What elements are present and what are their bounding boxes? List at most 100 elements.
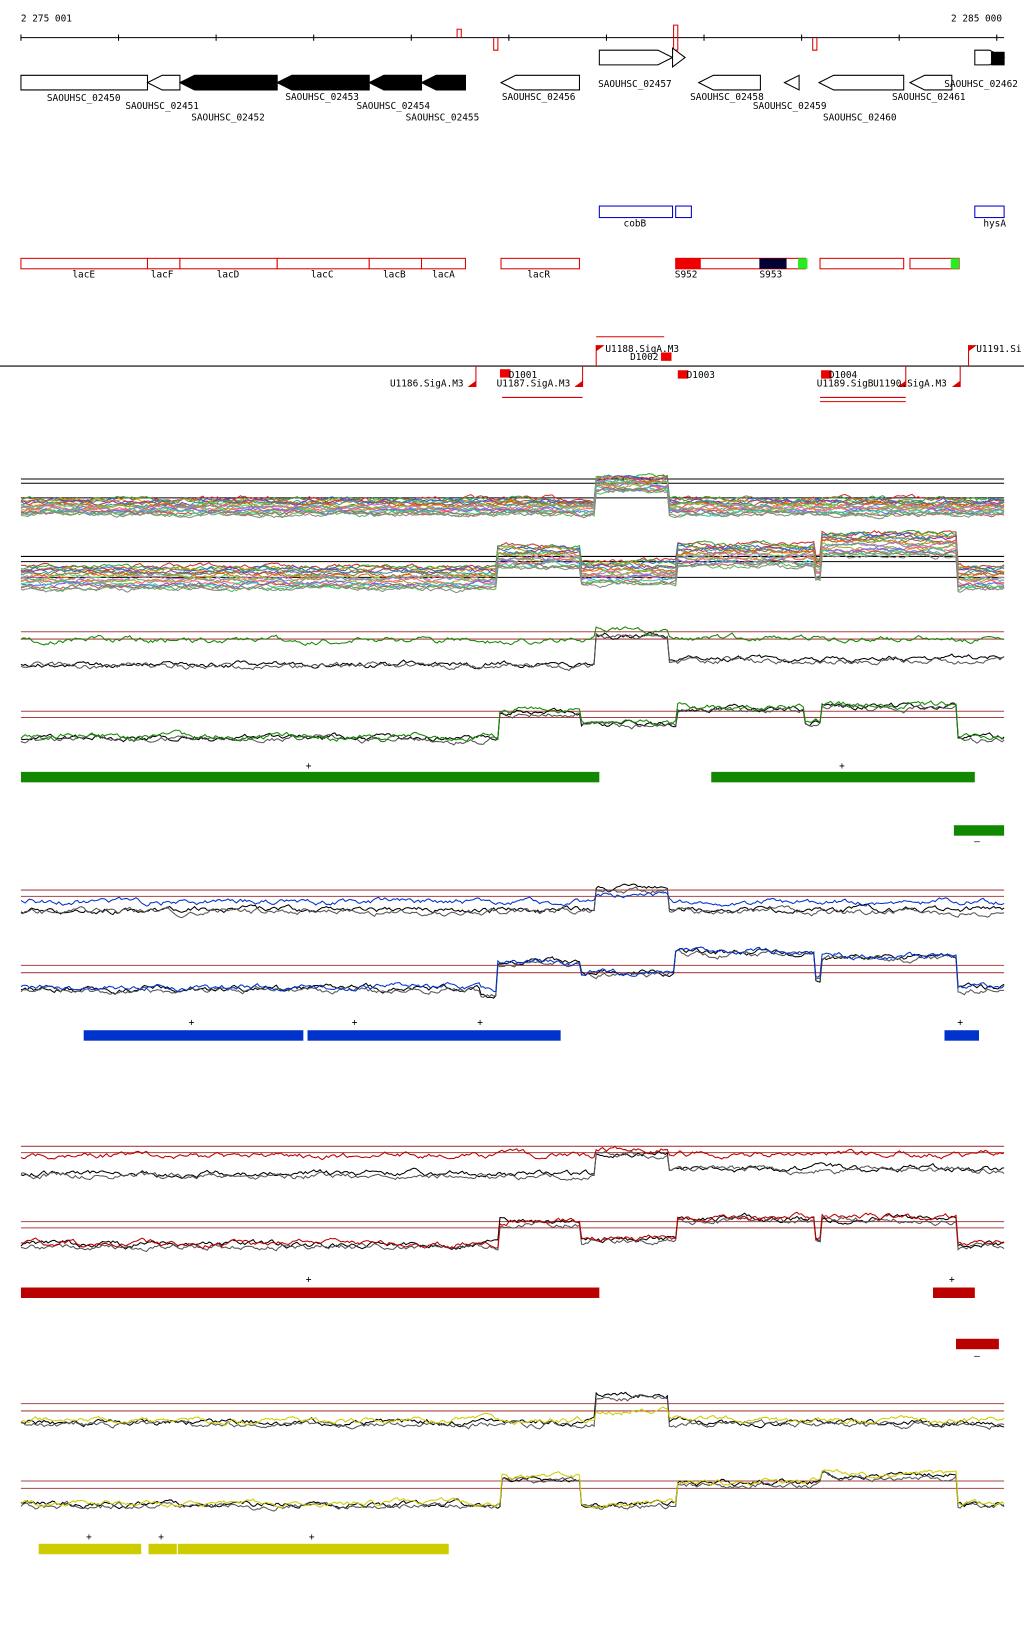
promoter-label: D1003 [687,370,715,381]
trace [20,535,1005,577]
promoter-label: U1187.SigA.M3 [497,378,571,389]
trace [20,1406,1005,1426]
feature-label: lacD [217,270,240,281]
feature-mark [673,37,679,51]
gene [991,51,1005,66]
trace [20,544,1005,585]
promoter-flag [467,380,476,387]
gene-label: SAOUHSC_02451 [125,101,199,112]
trace [20,1471,1005,1510]
feature-mark [456,28,462,38]
gene-label: SAOUHSC_02458 [690,92,764,103]
gene [499,74,580,91]
gene [368,74,423,91]
feature-label: lacA [432,270,455,281]
gene-label: SAOUHSC_02452 [191,113,265,124]
feature [276,257,370,270]
segment [83,1030,304,1041]
segment [20,1287,600,1298]
feature-label: S952 [675,270,698,281]
feature [819,257,905,270]
trace [20,1393,1005,1430]
gene [783,74,800,91]
segment [944,1030,980,1041]
promoter-label: D1002 [630,352,658,363]
trace [20,626,1005,646]
strand-sign: + [158,1532,164,1543]
strand-sign: + [306,761,312,772]
site [661,352,672,361]
feature [974,205,1005,219]
feature [598,205,674,219]
promoter-label: U1191.Si [976,344,1022,355]
site [677,370,689,379]
strand-sign: + [949,1275,955,1286]
feature [675,258,701,269]
feature-mark [673,24,679,38]
feature [368,257,423,270]
gene [908,74,953,91]
gene-label: SAOUHSC_02455 [406,113,480,124]
promoter-label: U1190.SigA.M3 [873,378,947,389]
segment [177,1543,449,1555]
gene [598,49,674,66]
trace [20,487,1005,518]
feature-mark [812,37,818,51]
strand-sign: – [974,1351,980,1362]
promoter-label: U1189.SigB [817,378,874,389]
gene-label: SAOUHSC_02461 [892,92,966,103]
gene [178,74,278,91]
trace [20,552,1005,594]
feature-label: lacC [311,270,334,281]
trace [20,702,1005,743]
trace [20,547,1005,589]
strand-sign: – [974,836,980,847]
trace [20,1468,1005,1509]
feature [950,258,960,269]
trace [20,479,1005,510]
strand-sign: + [189,1017,195,1028]
trace [20,533,1005,575]
segment [148,1543,177,1555]
strand-sign: + [86,1532,92,1543]
strand-sign: + [839,761,845,772]
site [821,370,832,379]
feature-label: S953 [760,270,783,281]
strand-sign: + [306,1275,312,1286]
strand-sign: + [477,1017,483,1028]
feature [798,258,808,269]
trace [20,949,1005,998]
gene [672,47,686,68]
ruler-end: 2 285 000 [951,13,1002,24]
gene [420,74,466,91]
promoter-flag [951,380,961,387]
trace [20,886,1005,919]
feature [146,257,181,270]
segment [38,1543,142,1555]
feature [759,258,787,269]
gene [20,74,149,91]
gene-label: SAOUHSC_02454 [356,101,430,112]
promoter-flag [897,380,906,387]
gene-label: SAOUHSC_02460 [823,113,897,124]
segment [932,1287,975,1298]
feature [675,205,692,219]
segment [955,1338,999,1350]
gene-label: SAOUHSC_02459 [753,101,827,112]
trace [20,542,1005,584]
gene [697,74,761,91]
strand-sign: + [352,1017,358,1028]
trace [20,946,1005,993]
site [499,369,511,378]
feature [20,257,149,270]
trace [20,632,1005,670]
trace [20,1214,1005,1253]
gene [276,74,370,91]
trace [20,632,1005,672]
gene [817,74,905,91]
feature-mark [493,37,499,51]
feature [421,257,466,270]
trace [20,551,1005,593]
feature-label: hysA [983,218,1006,229]
